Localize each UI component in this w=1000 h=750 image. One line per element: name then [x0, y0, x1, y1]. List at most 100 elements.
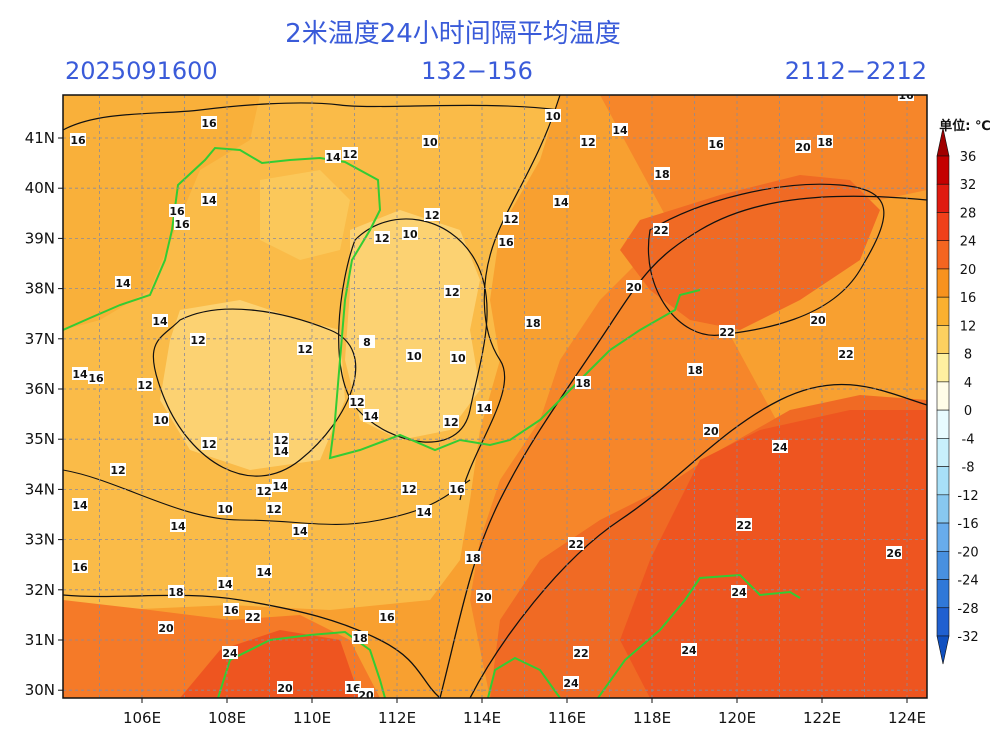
colorbar-segment: [936, 296, 950, 326]
contour-label: 16: [449, 482, 465, 496]
contour-label-bg: [810, 313, 826, 326]
contour-label-bg: [573, 646, 589, 659]
contour-label-bg: [424, 208, 440, 221]
contour-label: 8: [359, 335, 375, 349]
lon-tick-label: 122E: [803, 709, 841, 727]
contour-label: 22: [653, 223, 669, 237]
contour-label-text: 16: [708, 138, 724, 151]
contour-label-text: 18: [168, 586, 183, 599]
contour-label-text: 10: [402, 228, 418, 241]
contour-label-bg: [703, 424, 719, 437]
colorbar-level: 0: [964, 404, 972, 419]
contour-label: 20: [626, 280, 642, 294]
contour-label-text: 16: [70, 134, 86, 147]
contour-label-text: 14: [416, 506, 432, 519]
contour-label-text: 14: [115, 277, 131, 290]
contour-label-bg: [352, 631, 368, 644]
contour-label: 18: [465, 551, 481, 565]
contour-label-bg: [422, 135, 438, 148]
contour-label-text: 12: [201, 438, 216, 451]
contour-label-bg: [374, 231, 390, 244]
contour-label-bg: [476, 590, 492, 603]
contour-label-bg: [217, 577, 233, 590]
colorbar-segment: [936, 268, 950, 298]
contour-label-text: 14: [325, 151, 341, 164]
contour-label-bg: [406, 349, 422, 362]
contour-label-text: 20: [158, 622, 174, 635]
contour-label-bg: [444, 285, 460, 298]
contour-label-bg: [653, 223, 669, 236]
contour-label-text: 16: [201, 117, 217, 130]
contour-label-text: 22: [245, 611, 260, 624]
contour-label-text: 24: [731, 586, 747, 599]
contour-label-text: 14: [72, 499, 88, 512]
contour-label-bg: [70, 133, 86, 146]
lat-tick-label: 36N: [25, 380, 55, 398]
contour-label-text: 20: [476, 591, 492, 604]
contour-label-bg: [345, 681, 361, 694]
contour-label-bg: [217, 502, 233, 515]
contour-label-bg: [838, 347, 854, 360]
contour-label-bg: [201, 437, 217, 450]
contour-label: 20: [810, 313, 826, 327]
contour-label-bg: [72, 498, 88, 511]
contour-label-bg: [292, 524, 308, 537]
colorbar-segment: [936, 494, 950, 524]
contour-label: 20: [158, 621, 174, 635]
colorbar-triangle-bottom: [936, 635, 950, 665]
contour-label-bg: [450, 351, 466, 364]
lat-tick-label: 34N: [25, 480, 55, 498]
contour-label: 14: [72, 498, 88, 512]
colorbar-segment: [936, 325, 950, 354]
contour-label-bg: [256, 565, 272, 578]
contour-label-text: 16: [379, 611, 395, 624]
colorbar-segment: [936, 240, 950, 270]
contour-label-bg: [223, 603, 239, 616]
contour-label-text: 24: [222, 647, 238, 660]
colorbar-level: 24: [960, 235, 977, 250]
colorbar-level: -12: [957, 489, 978, 504]
contour-label-bg: [443, 415, 459, 428]
contour-label: 14: [363, 409, 379, 423]
contour-label-bg: [325, 150, 341, 163]
contour-label-text: 22: [653, 224, 668, 237]
colorbar-level: -16: [957, 517, 978, 532]
contour-label-bg: [525, 316, 541, 329]
contour-label: 20: [703, 424, 719, 438]
contour-label-text: 16: [169, 205, 185, 218]
contour-label-text: 12: [580, 136, 595, 149]
lat-tick-label: 32N: [25, 581, 55, 599]
contour-label-text: 12: [374, 232, 389, 245]
contour-label-bg: [687, 363, 703, 376]
contour-label-bg: [170, 519, 186, 532]
contour-label-bg: [152, 314, 168, 327]
colorbar-level: 8: [964, 348, 972, 363]
contour-label-bg: [719, 325, 735, 338]
contour-label-bg: [681, 643, 697, 656]
contour-label-bg: [110, 463, 126, 476]
contour-label-text: 14: [612, 124, 628, 137]
contour-label: 24: [772, 440, 788, 454]
contour-label-text: 12: [503, 213, 518, 226]
contour-label-text: 16: [88, 372, 104, 385]
contour-label-text: 14: [72, 368, 88, 381]
contour-label-bg: [169, 204, 185, 217]
contour-label-text: 18: [465, 552, 480, 565]
contour-label: 24: [563, 676, 579, 690]
contour-label-bg: [568, 537, 584, 550]
contour-label: 18: [817, 135, 833, 149]
contour-label-bg: [416, 505, 432, 518]
contour-label-bg: [886, 546, 902, 559]
contour-label-text: 14: [476, 402, 492, 415]
contour-label-text: 12: [401, 483, 416, 496]
contour-label: 22: [245, 610, 261, 624]
contour-label: 12: [110, 463, 126, 477]
contour-label-bg: [575, 376, 591, 389]
colorbar-segment: [936, 522, 950, 552]
contour-label-bg: [731, 585, 747, 598]
contour-label: 24: [731, 585, 747, 599]
contour-label: 16: [345, 681, 361, 695]
contour-label-text: 12: [349, 396, 364, 409]
contour-label-text: 16: [223, 604, 239, 617]
contour-label: 16: [88, 371, 104, 385]
